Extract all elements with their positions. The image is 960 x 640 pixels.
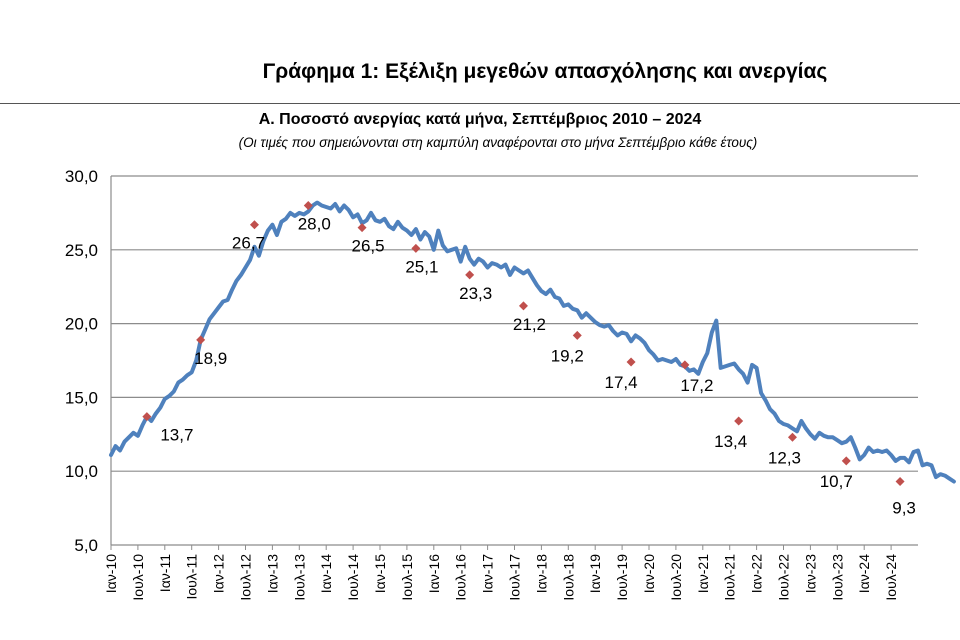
data-label: 17,4	[605, 373, 638, 392]
x-tick-label: Ιαν-23	[802, 554, 818, 593]
y-tick-label: 15,0	[65, 388, 98, 407]
x-tick-label: Ιαν-21	[695, 554, 711, 593]
x-tick-label: Ιουλ-17	[507, 554, 523, 601]
page-header: Γράφημα 1: Εξέλιξη μεγεθών απασχόλησης κ…	[0, 0, 960, 100]
x-tick-label: Ιουλ-24	[883, 554, 899, 601]
september-marker	[895, 477, 905, 487]
data-label: 18,9	[194, 349, 227, 368]
title-divider	[0, 103, 960, 104]
y-tick-label: 20,0	[65, 315, 98, 334]
data-label: 9,3	[892, 499, 916, 518]
x-tick-label: Ιουλ-23	[829, 554, 845, 601]
september-marker	[303, 201, 313, 211]
data-label: 19,2	[551, 346, 584, 365]
september-marker	[572, 330, 582, 340]
y-tick-label: 10,0	[65, 462, 98, 481]
y-tick-label: 5,0	[74, 536, 98, 555]
september-marker	[196, 335, 206, 345]
page-title: Γράφημα 1: Εξέλιξη μεγεθών απασχόλησης κ…	[262, 60, 828, 83]
data-label: 10,7	[820, 472, 853, 491]
x-tick-label: Ιουλ-14	[345, 554, 361, 601]
september-marker	[841, 456, 851, 466]
unemployment-series-line	[109, 200, 956, 484]
september-marker	[518, 301, 528, 311]
x-tick-label: Ιαν-10	[103, 554, 119, 593]
x-tick-label: Ιαν-11	[157, 554, 173, 592]
y-tick-label: 25,0	[65, 241, 98, 260]
data-label: 23,3	[459, 284, 492, 303]
x-tick-label: Ιαν-24	[856, 554, 872, 593]
data-label: 21,2	[513, 315, 546, 334]
x-tick-label: Ιουλ-12	[238, 554, 254, 601]
x-tick-label: Ιαν-20	[641, 554, 657, 593]
data-label: 17,2	[680, 376, 713, 395]
september-marker	[680, 360, 690, 370]
x-tick-label: Ιαν-17	[480, 554, 496, 593]
x-tick-label: Ιαν-16	[426, 554, 442, 593]
chart-subtitle: (Οι τιμές που σημειώνονται στη καμπύλη α…	[238, 135, 758, 150]
september-marker	[626, 357, 636, 367]
x-tick-label: Ιαν-22	[749, 554, 765, 593]
x-tick-label: Ιουλ-20	[668, 554, 684, 601]
september-marker	[249, 220, 259, 230]
x-tick-label: Ιαν-13	[264, 554, 280, 593]
x-tick-label: Ιουλ-18	[560, 554, 576, 601]
september-marker	[357, 223, 367, 233]
y-tick-label: 30,0	[65, 167, 98, 186]
x-tick-label: Ιουλ-15	[399, 554, 415, 601]
data-label: 13,4	[714, 432, 747, 451]
data-label: 28,0	[298, 215, 331, 234]
data-label: 26,5	[352, 237, 385, 256]
x-tick-label: Ιουλ-10	[130, 554, 146, 601]
data-label: 25,1	[405, 257, 438, 276]
september-marker	[734, 416, 744, 426]
chart-title: Α. Ποσοστό ανεργίας κατά μήνα, Σεπτέμβρι…	[258, 111, 702, 128]
x-tick-label: Ιαν-18	[533, 554, 549, 593]
x-tick-label: Ιουλ-19	[614, 554, 630, 601]
x-tick-label: Ιουλ-21	[722, 554, 738, 601]
september-marker	[411, 243, 421, 253]
x-tick-label: Ιουλ-22	[776, 554, 792, 601]
september-marker	[465, 270, 475, 280]
x-tick-label: Ιουλ-16	[453, 554, 469, 601]
x-tick-label: Ιαν-19	[587, 554, 603, 593]
x-tick-label: Ιαν-12	[211, 554, 227, 593]
x-tick-label: Ιουλ-13	[291, 554, 307, 601]
september-marker	[142, 412, 152, 422]
data-label: 12,3	[768, 448, 801, 467]
september-marker	[787, 432, 797, 442]
data-label: 26,7	[232, 234, 265, 253]
x-tick-label: Ιαν-14	[318, 554, 334, 593]
data-label: 13,7	[160, 426, 193, 445]
x-tick-label: Ιαν-15	[372, 554, 388, 593]
x-tick-label: Ιουλ-11	[184, 554, 200, 600]
